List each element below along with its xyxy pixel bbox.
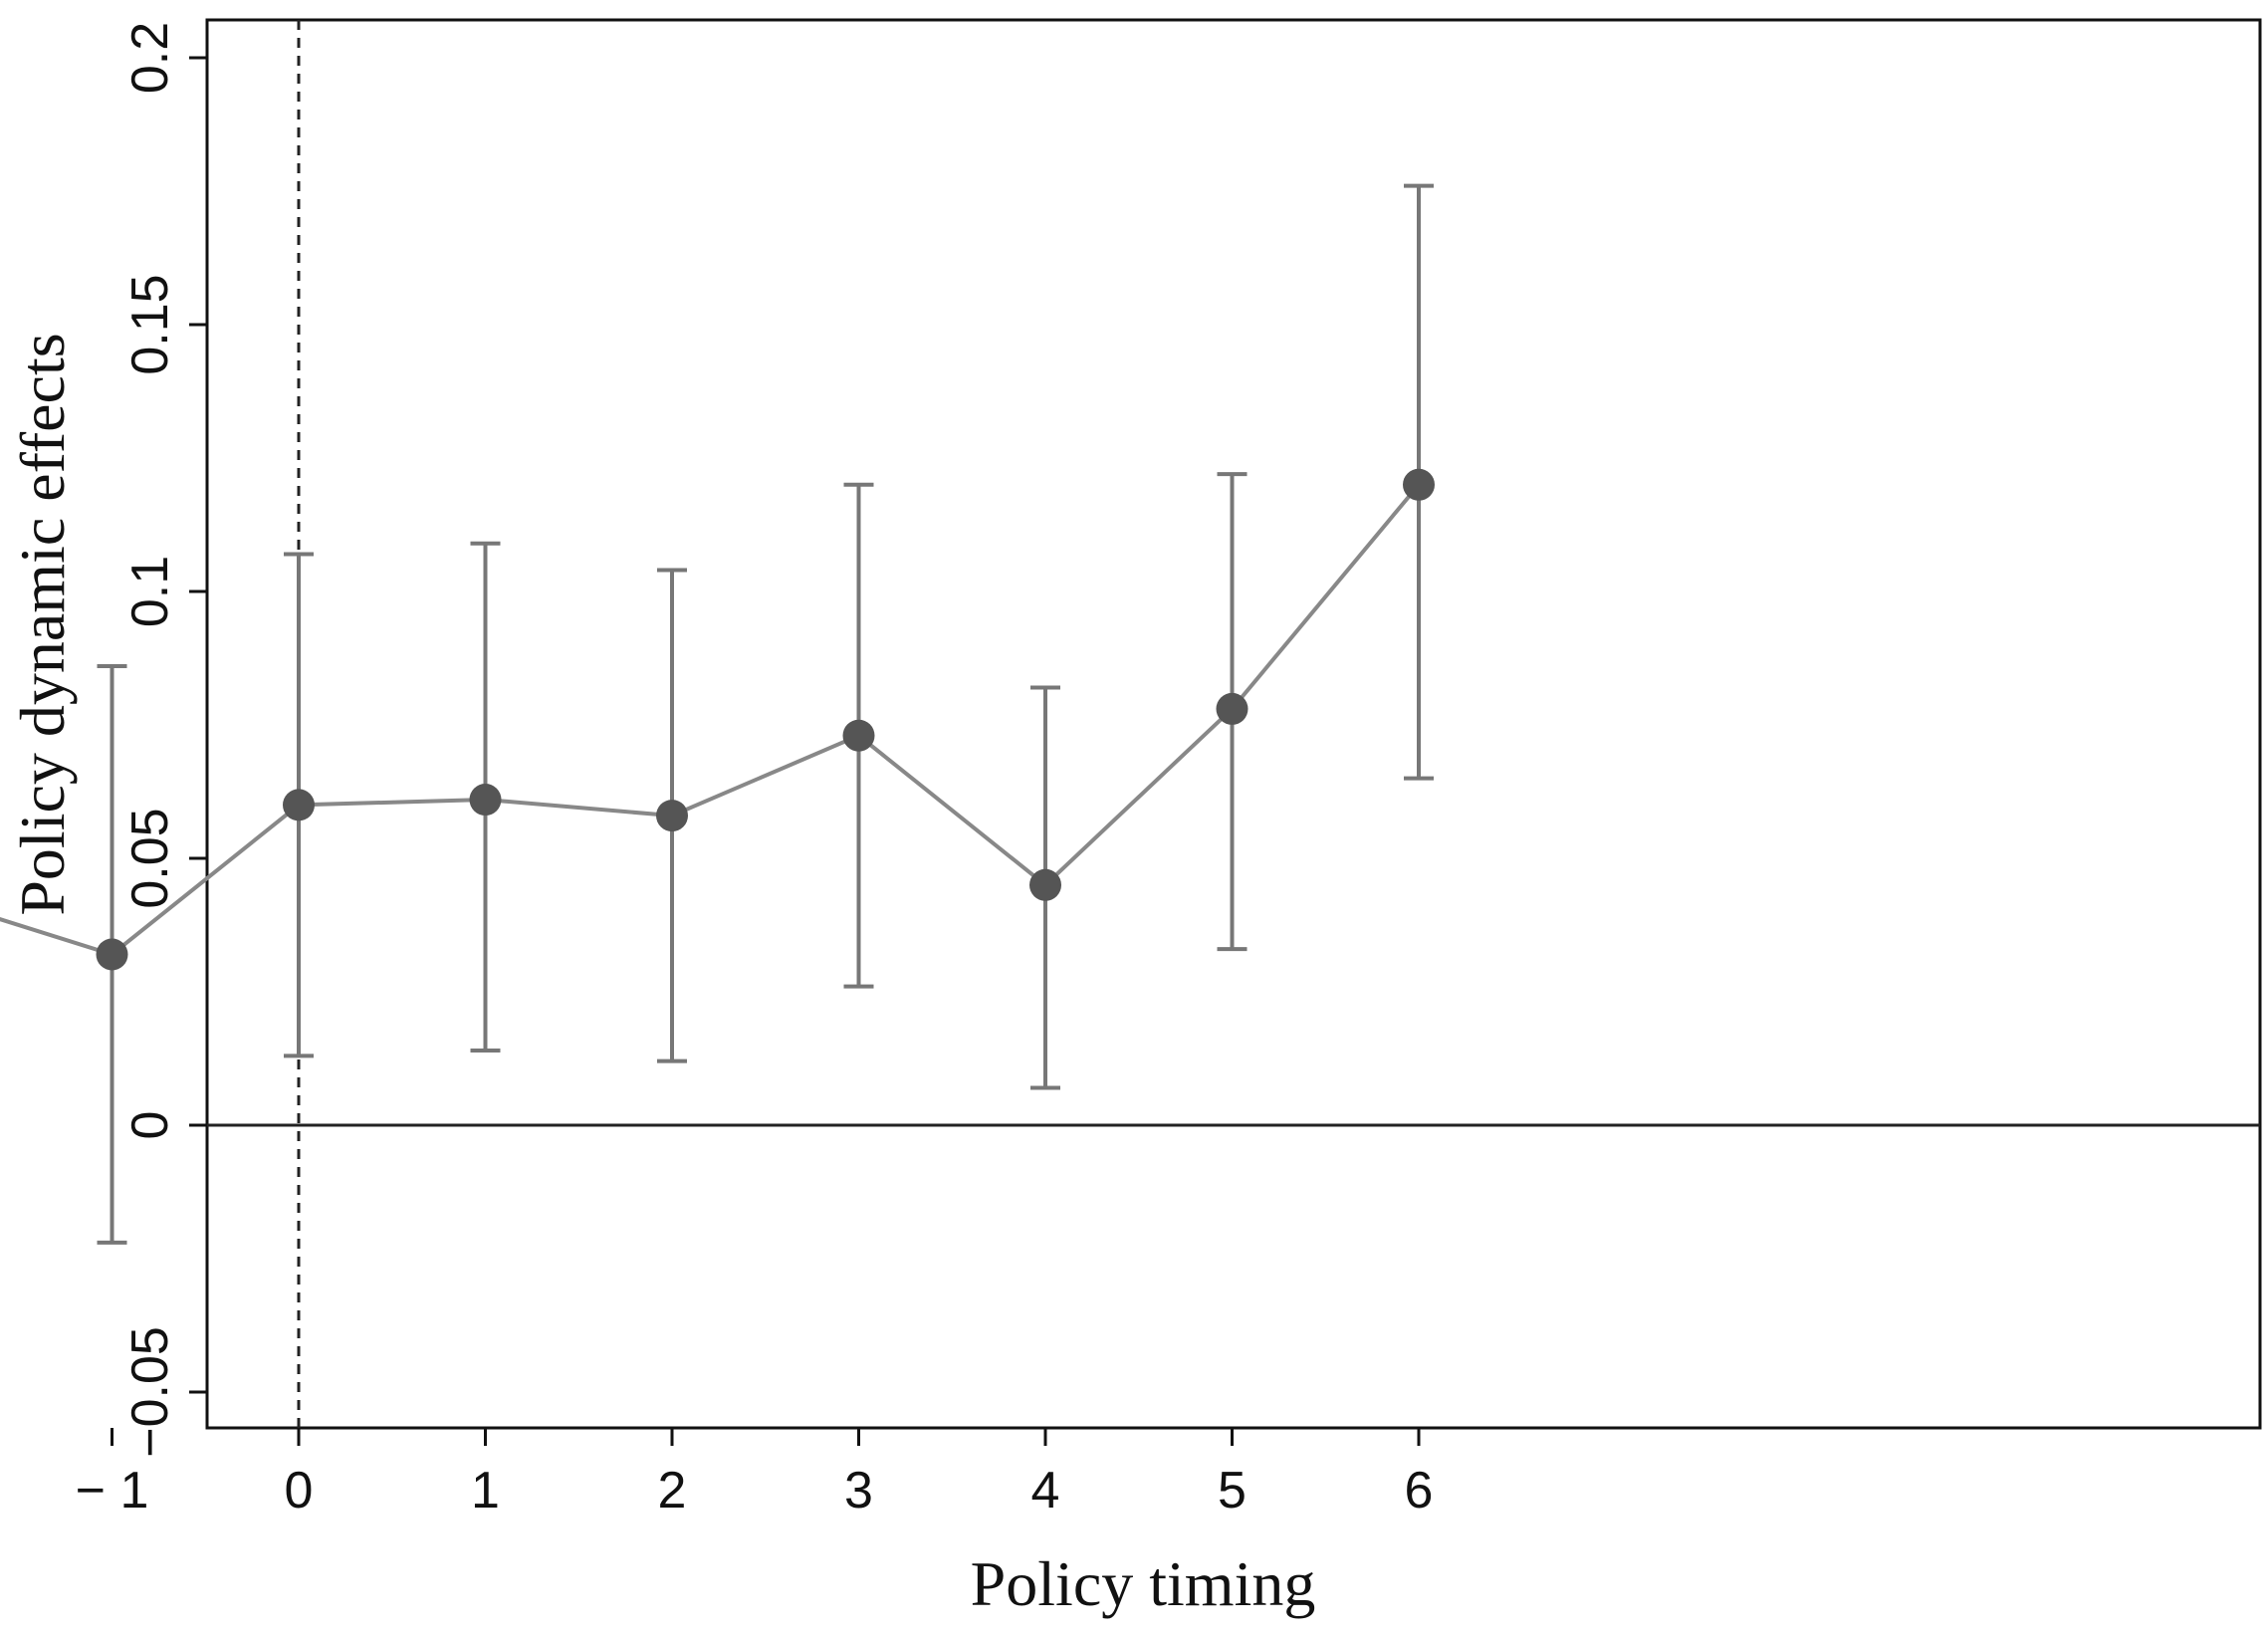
x-tick-label: 5 <box>1218 1462 1247 1520</box>
data-point <box>283 789 315 821</box>
x-tick-label: 0 <box>285 1462 314 1520</box>
x-tick-label: − 1 <box>76 1462 149 1520</box>
estimate-line <box>0 483 1421 957</box>
x-tick-label: 6 <box>1405 1462 1434 1520</box>
x-axis-title: Policy timing <box>971 1548 1316 1619</box>
data-point <box>656 800 688 832</box>
series-line <box>0 483 1421 957</box>
y-axis-title: Policy dynamic effects <box>7 333 78 915</box>
x-tick-label: 4 <box>1031 1462 1060 1520</box>
y-axis: −0.05 0 0.05 0.1 0.15 0.2 <box>121 22 207 1458</box>
y-tick-label: −0.05 <box>121 1326 179 1458</box>
data-point <box>1403 468 1435 501</box>
data-points <box>96 468 1435 971</box>
y-tick-label: 0.15 <box>121 274 179 374</box>
y-tick-label: 0.05 <box>121 808 179 908</box>
data-point <box>1216 692 1248 725</box>
data-point <box>469 784 502 817</box>
x-tick-label: 3 <box>844 1462 873 1520</box>
data-point <box>842 719 875 752</box>
y-tick-label: 0 <box>121 1111 179 1140</box>
x-tick-label: 1 <box>471 1462 500 1520</box>
data-point <box>1029 868 1061 901</box>
y-tick-label: 0.1 <box>121 556 179 627</box>
x-tick-label: 2 <box>658 1462 687 1520</box>
y-tick-label: 0.2 <box>121 22 179 94</box>
data-point <box>96 938 128 971</box>
